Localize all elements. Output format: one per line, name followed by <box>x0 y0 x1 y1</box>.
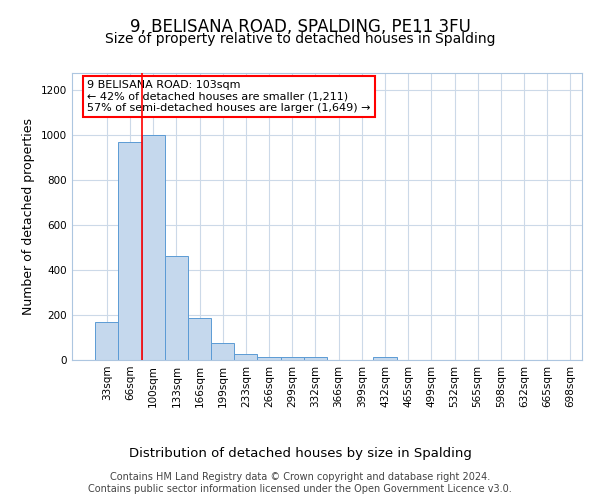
Y-axis label: Number of detached properties: Number of detached properties <box>22 118 35 315</box>
Text: 9, BELISANA ROAD, SPALDING, PE11 3FU: 9, BELISANA ROAD, SPALDING, PE11 3FU <box>130 18 470 36</box>
Text: Size of property relative to detached houses in Spalding: Size of property relative to detached ho… <box>105 32 495 46</box>
Bar <box>142 136 165 360</box>
Bar <box>257 356 281 360</box>
Bar <box>281 356 304 360</box>
Text: Contains HM Land Registry data © Crown copyright and database right 2024.
Contai: Contains HM Land Registry data © Crown c… <box>88 472 512 494</box>
Text: 9 BELISANA ROAD: 103sqm
← 42% of detached houses are smaller (1,211)
57% of semi: 9 BELISANA ROAD: 103sqm ← 42% of detache… <box>88 80 371 113</box>
Text: Distribution of detached houses by size in Spalding: Distribution of detached houses by size … <box>128 448 472 460</box>
Bar <box>373 356 397 360</box>
Bar <box>234 354 257 360</box>
Bar <box>165 256 188 360</box>
Bar <box>118 142 142 360</box>
Bar <box>95 322 118 360</box>
Bar <box>304 356 327 360</box>
Bar <box>211 343 234 360</box>
Bar <box>188 318 211 360</box>
